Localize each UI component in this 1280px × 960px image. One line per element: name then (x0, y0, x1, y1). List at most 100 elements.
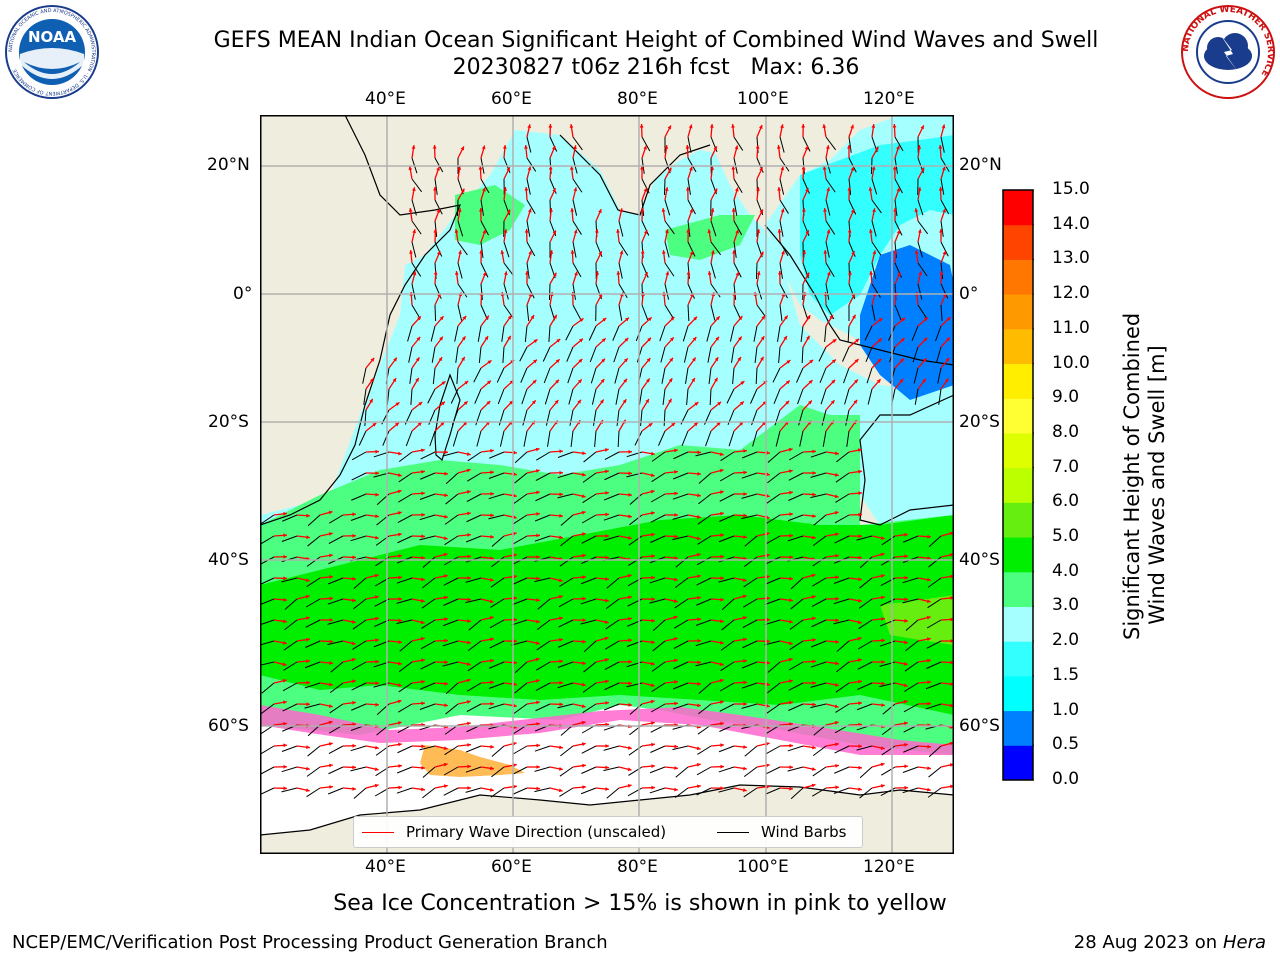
wind-barb (411, 220, 422, 235)
wave-arrow-head (855, 338, 860, 343)
wave-arrow-head (604, 448, 609, 452)
noaa-logo: NOAA NATIONAL OCEANIC AND ATMOSPHERIC AD… (5, 5, 99, 99)
wave-arrow-head (650, 721, 655, 726)
wave-arrow-head (478, 166, 483, 170)
wind-barb (580, 787, 597, 795)
wave-arrow-head (823, 250, 828, 254)
wave-arrow-head (398, 764, 402, 768)
wind-barb (866, 367, 873, 384)
wind-barb (590, 367, 597, 384)
wave-arrow-head (555, 359, 560, 364)
wave-arrow-head (760, 336, 765, 341)
wave-arrow-head (283, 743, 287, 748)
wave-arrow-head (832, 339, 837, 343)
wind-barb (422, 556, 436, 568)
colorbar-segment (1003, 259, 1033, 295)
wind-barb (490, 598, 505, 608)
wind-barb (396, 577, 413, 584)
wave-arrow-head (693, 316, 698, 321)
wind-barb (796, 367, 804, 383)
wave-arrow-head (443, 536, 448, 541)
wave-arrow-head (398, 554, 402, 558)
wind-barb (928, 766, 942, 778)
wind-barb (496, 367, 505, 383)
wave-arrow-head (328, 720, 333, 725)
wind-barb (445, 703, 459, 715)
wind-barb (603, 493, 620, 501)
wind-barb (615, 388, 620, 405)
wave-arrow-head (375, 681, 379, 686)
wave-arrow-head (826, 187, 831, 192)
lat-tick-right-0: 0° (959, 284, 979, 304)
wave-arrow-head (595, 271, 600, 275)
wind-barb (836, 661, 850, 673)
wave-arrow-head (950, 682, 954, 686)
wind-barb (434, 241, 443, 257)
wind-barb (675, 556, 689, 568)
wave-arrow-head (418, 401, 423, 406)
wind-barb (674, 787, 689, 799)
wind-barb (327, 787, 344, 795)
wave-arrow-head (896, 229, 901, 234)
wave-arrow-head (306, 745, 310, 750)
wave-arrow-head (877, 358, 882, 363)
wind-barb (442, 640, 459, 647)
wave-arrow-head (581, 720, 586, 725)
wave-arrow-head (552, 188, 556, 193)
wind-barb (812, 535, 827, 547)
wave-arrow-head (461, 356, 465, 361)
coastline-australia (859, 394, 954, 526)
wind-barb (902, 577, 919, 584)
wind-barb (281, 787, 298, 793)
wave-arrow-head (444, 595, 448, 600)
lon-tick-top-100e: 100°E (737, 89, 789, 109)
wave-arrow-head (766, 450, 770, 455)
wind-barb (559, 766, 574, 777)
wind-barb (491, 745, 505, 757)
wind-and-wave-vectors (260, 123, 954, 800)
wind-barb (480, 283, 483, 300)
wind-barb (396, 766, 413, 774)
wave-arrow-head (881, 681, 885, 686)
wave-arrow-head (462, 315, 467, 320)
wave-arrow-head (707, 229, 712, 233)
colorbar-tick-label: 9.0 (1052, 387, 1080, 408)
colorbar-tick-label: 0.5 (1052, 734, 1080, 755)
wave-arrow-head (869, 271, 874, 275)
wind-barb (765, 535, 781, 545)
wind-barb (859, 787, 873, 799)
wave-arrow-head (628, 616, 632, 621)
wave-arrow-head (306, 766, 310, 771)
wind-barb (583, 661, 597, 673)
wave-arrow-head (644, 272, 648, 277)
wave-arrow-head (432, 145, 437, 149)
wind-barb (871, 220, 877, 237)
wave-arrow-head (834, 510, 839, 515)
wave-arrow-head (598, 209, 602, 214)
wind-barb (466, 514, 482, 523)
colorbar-segment (1003, 710, 1033, 746)
wind-barb (788, 703, 804, 711)
wind-barb (818, 346, 827, 362)
wind-barb (260, 766, 275, 775)
wave-arrow-head (536, 533, 540, 538)
wind-barb (618, 241, 629, 256)
wave-arrow-head (922, 378, 926, 383)
wave-arrow-head (847, 229, 852, 233)
colorbar-tick-label: 12.0 (1052, 283, 1090, 304)
wave-arrow-head (507, 335, 511, 340)
wave-arrow-head (605, 744, 609, 748)
wave-arrow-head (441, 381, 446, 385)
wave-arrow-head (513, 660, 517, 665)
wave-arrow-head (443, 762, 448, 767)
wave-arrow-head (835, 742, 839, 747)
wave-arrow-head (880, 536, 885, 540)
wave-arrow-head (582, 472, 586, 477)
wave-arrow-head (372, 422, 377, 427)
wave-arrow-head (582, 596, 586, 601)
wind-barb (489, 661, 505, 669)
wind-barb (489, 619, 505, 629)
wave-arrow-head (512, 763, 517, 768)
wind-barb (351, 682, 367, 691)
wind-barb (917, 241, 923, 258)
